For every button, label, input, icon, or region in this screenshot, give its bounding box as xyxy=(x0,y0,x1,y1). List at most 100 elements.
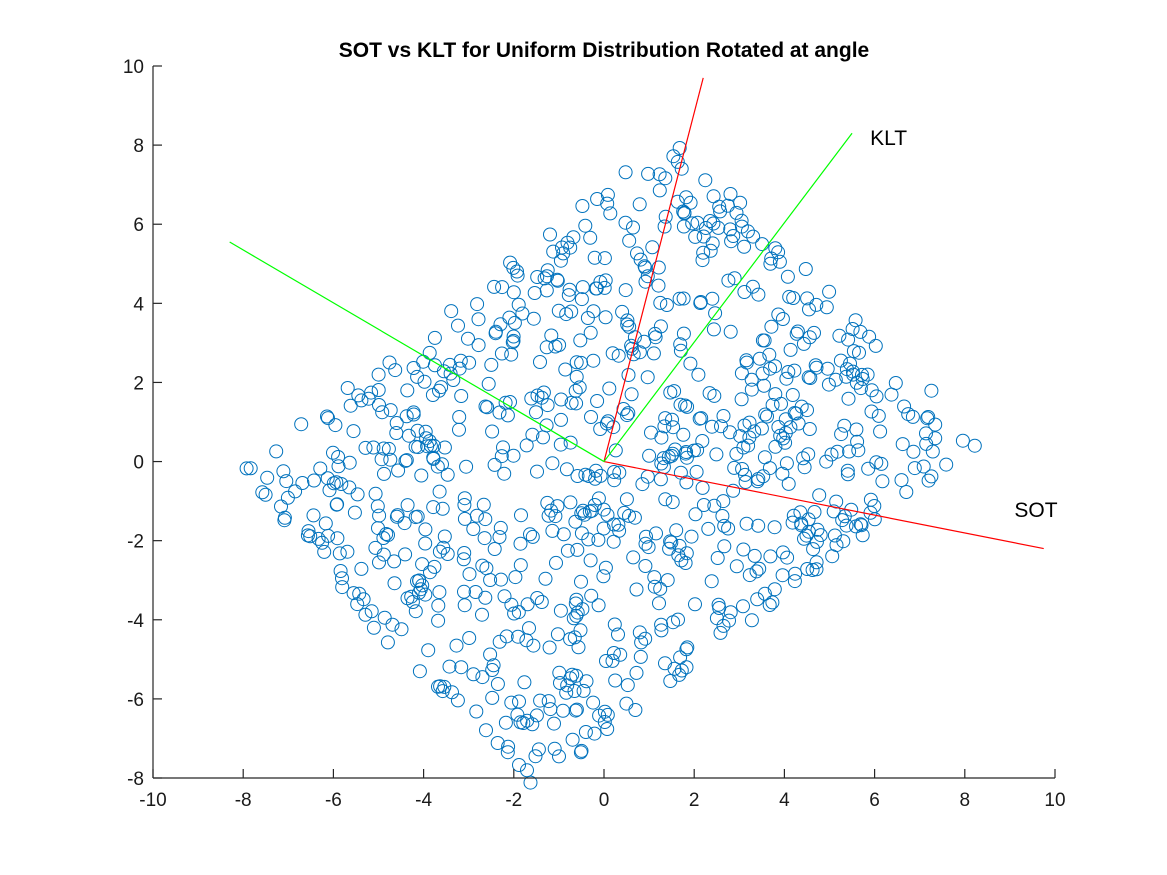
scatter-point xyxy=(421,643,436,658)
scatter-point xyxy=(736,599,750,614)
scatter-point xyxy=(660,573,675,588)
scatter-point xyxy=(608,673,623,688)
scatter-point xyxy=(809,555,824,570)
scatter-point xyxy=(475,670,490,685)
scatter-point xyxy=(653,295,668,310)
scatter-point xyxy=(696,245,711,260)
scatter-point xyxy=(967,438,982,453)
scatter-point xyxy=(679,190,694,205)
scatter-point xyxy=(306,508,321,523)
scatter-point xyxy=(485,424,500,439)
scatter-point xyxy=(434,380,449,395)
scatter-point xyxy=(737,239,752,254)
scatter-point xyxy=(340,544,355,559)
scatter-point xyxy=(768,387,783,402)
scatter-point xyxy=(478,590,493,605)
scatter-point xyxy=(630,246,644,261)
scatter-point xyxy=(457,546,472,560)
scatter-point xyxy=(693,295,708,309)
scatter-point xyxy=(566,611,581,626)
scatter-point xyxy=(939,457,954,472)
scatter-point xyxy=(683,356,698,371)
scatter-point xyxy=(733,429,748,444)
scatter-point xyxy=(821,377,836,392)
scatter-point xyxy=(459,459,474,474)
scatter-point xyxy=(371,367,386,382)
scatter-point xyxy=(423,565,437,580)
scatter-point xyxy=(376,531,391,545)
scatter-point xyxy=(382,355,397,370)
scatter-point xyxy=(445,685,459,700)
scatter-point xyxy=(462,631,477,645)
scatter-point xyxy=(635,477,650,492)
scatter-point xyxy=(423,438,438,453)
scatter-point xyxy=(722,425,737,440)
scatter-point xyxy=(705,419,719,434)
scatter-point xyxy=(837,418,852,433)
scatter-point xyxy=(597,251,612,266)
scatter-point xyxy=(563,495,578,510)
scatter-point xyxy=(406,361,421,375)
scatter-point xyxy=(598,273,613,288)
scatter-point xyxy=(525,717,540,732)
scatter-point xyxy=(627,510,642,525)
scatter-point xyxy=(457,584,471,599)
scatter-point xyxy=(756,469,771,484)
scatter-point xyxy=(510,268,525,283)
scatter-point xyxy=(596,569,611,584)
scatter-point xyxy=(586,353,601,368)
x-tick-label: -4 xyxy=(415,790,432,811)
scatter-point xyxy=(479,723,493,738)
scatter-point xyxy=(780,269,795,284)
scatter-points xyxy=(239,141,982,790)
scatter-point xyxy=(383,403,398,418)
scatter-point xyxy=(569,702,584,717)
scatter-point xyxy=(776,431,791,446)
scatter-point xyxy=(695,480,710,495)
scatter-point xyxy=(739,353,754,368)
x-tick-label: -2 xyxy=(505,790,522,811)
scatter-point xyxy=(502,310,517,325)
scatter-point xyxy=(584,410,598,424)
scatter-point xyxy=(596,521,611,536)
scatter-point xyxy=(921,410,936,424)
scatter-point xyxy=(584,588,599,603)
scatter-point xyxy=(584,503,599,518)
scatter-point xyxy=(575,280,590,295)
scatter-point xyxy=(496,440,510,455)
scatter-point xyxy=(388,363,403,378)
x-tick-label: 2 xyxy=(689,790,700,811)
scatter-point xyxy=(755,366,770,381)
scatter-point xyxy=(767,520,782,535)
scatter-point xyxy=(411,440,426,455)
scatter-point xyxy=(600,196,615,211)
scatter-point xyxy=(354,393,369,408)
scatter-point xyxy=(555,240,569,255)
scatter-point xyxy=(398,547,413,562)
scatter-point xyxy=(389,426,404,440)
scatter-point xyxy=(615,304,630,319)
scatter-point xyxy=(597,715,612,729)
scatter-point xyxy=(570,469,585,483)
scatter-point xyxy=(550,627,565,642)
scatter-point xyxy=(673,465,688,480)
scatter-point xyxy=(796,336,811,351)
scatter-point xyxy=(554,392,569,407)
scatter-point xyxy=(620,313,635,328)
scatter-point xyxy=(787,363,802,378)
scatter-point xyxy=(654,617,669,632)
scatter-point xyxy=(658,656,672,671)
scatter-point xyxy=(688,507,703,522)
scatter-point xyxy=(840,463,855,478)
scatter-point xyxy=(556,246,571,261)
scatter-point xyxy=(599,654,613,668)
scatter-point xyxy=(768,439,783,454)
scatter-point xyxy=(850,434,865,449)
scatter-point xyxy=(611,627,625,642)
scatter-point xyxy=(840,467,855,482)
scatter-point xyxy=(330,531,345,546)
scatter-point xyxy=(427,330,442,345)
scatter-point xyxy=(431,598,446,613)
scatter-point xyxy=(920,411,935,426)
scatter-point xyxy=(781,365,796,379)
